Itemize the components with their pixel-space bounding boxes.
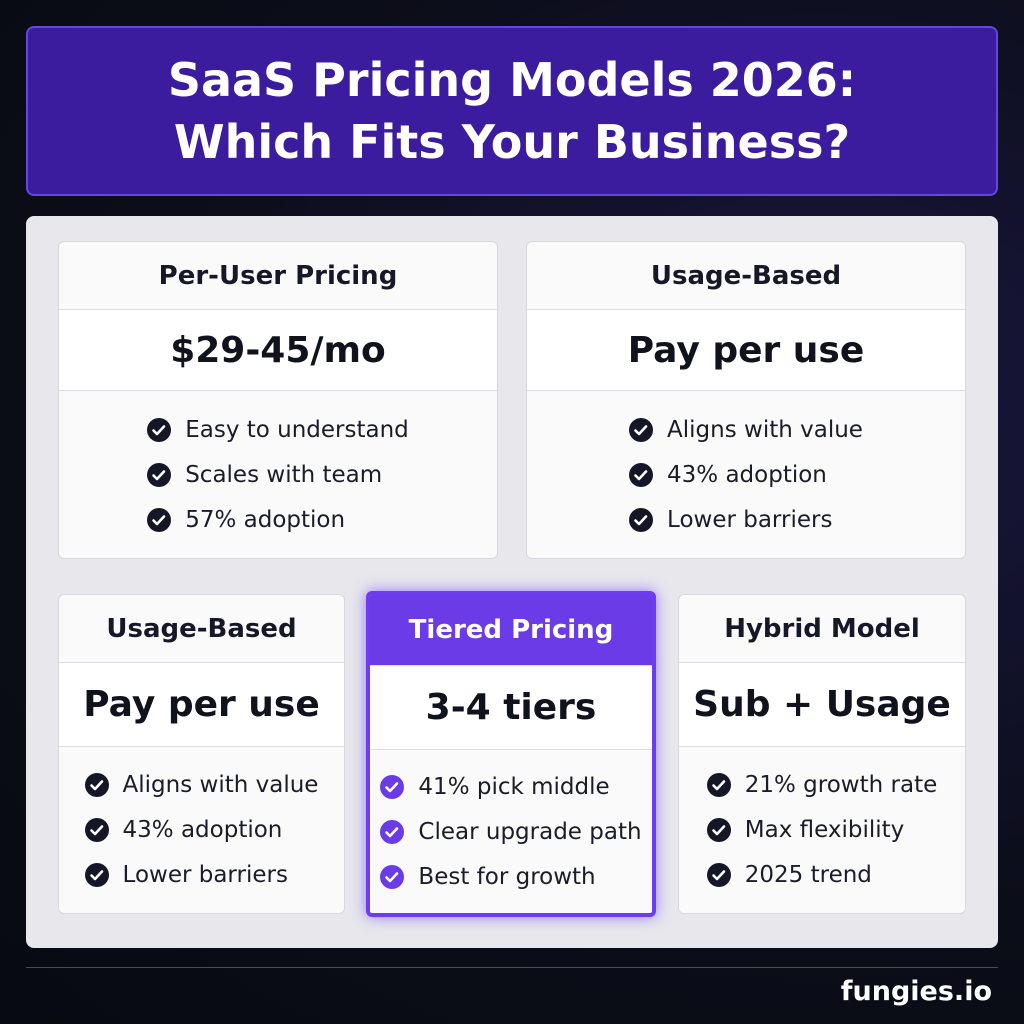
check-icon — [629, 417, 654, 442]
check-icon — [147, 507, 172, 532]
check-icon — [84, 818, 109, 842]
card-price: $29-45/mo — [59, 310, 497, 391]
feature-text: 43% adoption — [667, 461, 827, 488]
pricing-card: Tiered Pricing 3-4 tiers 41% pick middle Cl… — [366, 591, 656, 917]
feature-row: Clear upgrade path — [380, 818, 642, 846]
divider — [26, 967, 998, 968]
brand: fungies.io — [840, 976, 992, 1007]
feature-row: 2025 trend — [706, 861, 938, 889]
title-line: SaaS Pricing Models 2026: — [167, 53, 857, 107]
card-name: Hybrid Model — [679, 595, 965, 663]
feature-list: Easy to understand Scales with team 57% ad… — [147, 416, 409, 534]
feature-text: Lower barriers — [667, 506, 833, 533]
feature-area: Aligns with value 43% adoption Lower barri… — [527, 391, 965, 558]
feature-row: Best for growth — [380, 863, 641, 891]
feature-text: 2025 trend — [744, 862, 872, 888]
pricing-card: Usage-Based Pay per use Aligns with value 4… — [58, 594, 345, 914]
check-icon — [629, 507, 654, 532]
feature-text: Max flexibility — [744, 817, 905, 843]
check-icon — [380, 864, 405, 889]
feature-row: Aligns with value — [84, 771, 319, 799]
check-icon — [706, 818, 731, 842]
feature-row: Max flexibility — [706, 816, 938, 844]
card-name: Per-User Pricing — [59, 242, 497, 310]
card-price: Pay per use — [527, 310, 965, 391]
check-icon — [84, 773, 109, 797]
card-name: Usage-Based — [527, 242, 965, 310]
card-name: Usage-Based — [59, 595, 344, 663]
feature-text: 43% adoption — [122, 817, 283, 843]
check-icon — [147, 417, 172, 442]
feature-list: 21% growth rate Max flexibility 2025 trend — [706, 771, 938, 889]
title-banner: SaaS Pricing Models 2026: Which Fits You… — [26, 26, 998, 196]
feature-row: 57% adoption — [147, 506, 409, 534]
feature-row: Easy to understand — [147, 416, 409, 444]
feature-text: Best for growth — [418, 863, 596, 890]
title-line: Which Fits Your Business? — [173, 115, 851, 169]
card-price: Sub + Usage — [679, 663, 965, 747]
feature-row: Lower barriers — [629, 506, 863, 534]
card-price: Pay per use — [59, 663, 344, 747]
feature-text: Aligns with value — [667, 416, 863, 443]
feature-text: 41% pick middle — [418, 773, 610, 800]
check-icon — [380, 774, 405, 799]
feature-list: 41% pick middle Clear upgrade path Best fo… — [380, 773, 642, 891]
feature-list: Aligns with value 43% adoption Lower barri… — [629, 416, 863, 534]
check-icon — [380, 819, 405, 844]
feature-text: Clear upgrade path — [418, 818, 642, 845]
feature-area: 41% pick middle Clear upgrade path Best fo… — [370, 750, 652, 913]
feature-text: Scales with team — [185, 461, 383, 488]
check-icon — [84, 863, 109, 887]
feature-text: Lower barriers — [122, 862, 288, 888]
feature-row: 41% pick middle — [380, 773, 641, 801]
pricing-card: Per-User Pricing $29-45/mo Easy to underst… — [58, 241, 498, 559]
feature-row: Scales with team — [147, 461, 409, 489]
feature-area: Easy to understand Scales with team 57% ad… — [59, 391, 497, 558]
feature-row: 43% adoption — [84, 816, 319, 844]
feature-text: Aligns with value — [122, 772, 319, 798]
feature-list: Aligns with value 43% adoption Lower barri… — [84, 771, 319, 889]
card-price: 3-4 tiers — [370, 666, 652, 750]
feature-row: 21% growth rate — [706, 771, 938, 799]
feature-row: 43% adoption — [629, 461, 863, 489]
pricing-card: Usage-Based Pay per use Aligns with value 4… — [526, 241, 966, 559]
check-icon — [147, 462, 172, 487]
pricing-card: Hybrid Model Sub + Usage 21% growth rate Ma… — [678, 594, 966, 914]
check-icon — [706, 863, 731, 887]
card-name: Tiered Pricing — [370, 595, 652, 666]
feature-text: 57% adoption — [185, 506, 346, 533]
feature-row: Lower barriers — [84, 861, 319, 889]
feature-row: Aligns with value — [629, 416, 863, 444]
feature-text: 21% growth rate — [744, 772, 938, 798]
feature-area: Aligns with value 43% adoption Lower barri… — [59, 747, 344, 913]
check-icon — [706, 773, 731, 797]
feature-area: 21% growth rate Max flexibility 2025 trend — [679, 747, 965, 913]
check-icon — [629, 462, 654, 487]
feature-text: Easy to understand — [185, 416, 409, 443]
